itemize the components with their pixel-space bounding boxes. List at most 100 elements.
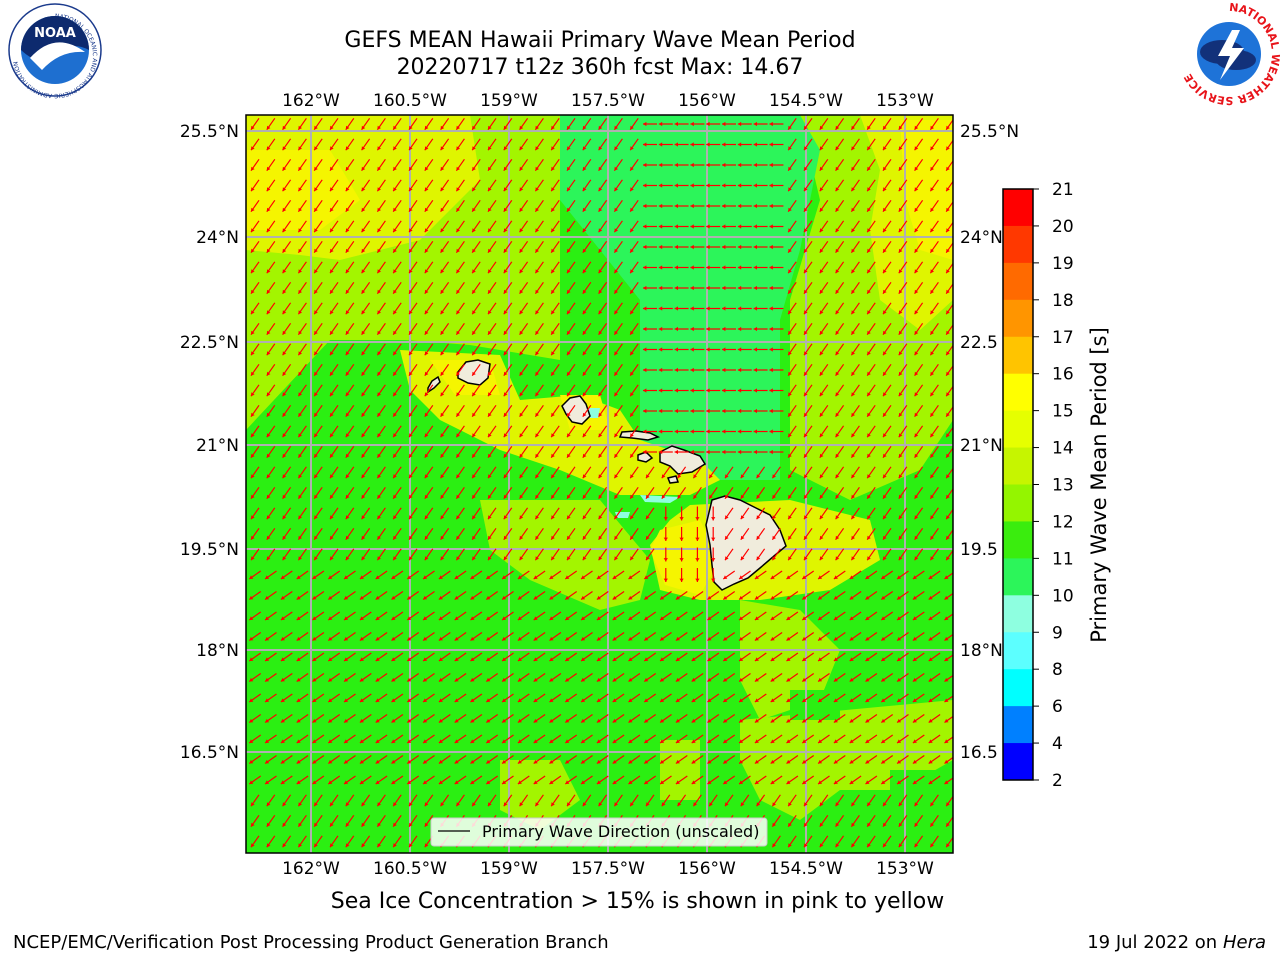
direction-arrow-head bbox=[565, 780, 570, 784]
direction-arrow-head bbox=[312, 657, 317, 661]
direction-arrow-head bbox=[928, 718, 933, 723]
wave-period-field bbox=[246, 115, 953, 853]
direction-arrow-head bbox=[249, 595, 254, 600]
direction-arrow-head bbox=[424, 433, 429, 438]
direction-arrow-head bbox=[377, 146, 381, 151]
direction-arrow-head bbox=[249, 616, 254, 620]
direction-arrow-head bbox=[581, 636, 586, 641]
direction-arrow-head bbox=[930, 125, 934, 130]
direction-arrow-head bbox=[345, 515, 350, 520]
direction-arrow-head bbox=[930, 474, 934, 479]
direction-arrow-head bbox=[551, 535, 555, 540]
direction-arrow-head bbox=[695, 537, 700, 541]
direction-arrow-head bbox=[739, 739, 744, 743]
direction-arrow-head bbox=[454, 677, 459, 682]
direction-arrow-head bbox=[739, 636, 744, 641]
direction-arrow-head bbox=[377, 535, 381, 540]
direction-arrow-head bbox=[470, 616, 475, 620]
direction-arrow-head bbox=[296, 636, 301, 641]
direction-arrow-head bbox=[851, 330, 855, 335]
direction-arrow-head bbox=[345, 289, 350, 294]
direction-arrow-head bbox=[835, 822, 840, 827]
direction-arrow-head bbox=[772, 535, 776, 540]
direction-arrow-head bbox=[470, 698, 475, 702]
direction-arrow-head bbox=[914, 515, 919, 520]
direction-arrow-head bbox=[251, 822, 255, 827]
direction-arrow-head bbox=[835, 146, 840, 151]
direction-arrow-head bbox=[440, 412, 445, 417]
direction-arrow-head bbox=[409, 494, 413, 499]
direction-arrow-head bbox=[788, 310, 792, 315]
direction-arrow-head bbox=[881, 595, 886, 600]
direction-arrow-head bbox=[345, 556, 350, 561]
direction-arrow-head bbox=[282, 269, 287, 274]
direction-arrow-head bbox=[456, 412, 460, 417]
direction-arrow-head bbox=[472, 802, 476, 807]
direction-arrow-head bbox=[897, 616, 902, 620]
direction-arrow-head bbox=[709, 474, 713, 479]
direction-arrow-head bbox=[833, 595, 838, 600]
direction-arrow-head bbox=[266, 433, 271, 438]
direction-arrow-head bbox=[674, 183, 678, 188]
direction-arrow-head bbox=[897, 780, 902, 784]
direction-arrow-head bbox=[912, 698, 917, 702]
direction-arrow-head bbox=[722, 367, 726, 373]
direction-arrow-head bbox=[314, 269, 318, 274]
direction-arrow-head bbox=[535, 556, 539, 561]
direction-arrow-head bbox=[251, 187, 255, 192]
direction-arrow-head bbox=[725, 515, 729, 520]
direction-arrow-head bbox=[737, 224, 742, 229]
direction-arrow-head bbox=[488, 269, 492, 274]
lat-tick-label-right: 25.5°N bbox=[960, 122, 1019, 142]
direction-arrow-head bbox=[424, 371, 429, 376]
direction-arrow-head bbox=[769, 203, 773, 209]
direction-arrow-head bbox=[265, 718, 270, 723]
direction-arrow-head bbox=[675, 595, 680, 600]
direction-arrow-head bbox=[472, 125, 476, 130]
direction-arrow-head bbox=[535, 433, 539, 438]
direction-arrow-head bbox=[630, 330, 634, 335]
direction-arrow-head bbox=[314, 248, 318, 253]
direction-arrow-head bbox=[565, 595, 570, 600]
direction-arrow-head bbox=[897, 575, 902, 579]
direction-arrow-head bbox=[867, 125, 871, 130]
direction-arrow-head bbox=[393, 474, 397, 479]
direction-arrow-head bbox=[788, 146, 792, 151]
lon-tick-label: 157.5°W bbox=[571, 91, 645, 111]
direction-arrow-head bbox=[423, 759, 428, 764]
direction-arrow-head bbox=[867, 310, 871, 315]
direction-arrow-head bbox=[549, 616, 554, 620]
direction-arrow-head bbox=[677, 494, 682, 499]
direction-arrow-head bbox=[598, 494, 603, 499]
direction-arrow-head bbox=[456, 207, 460, 212]
direction-arrow-head bbox=[298, 166, 302, 171]
direction-arrow-head bbox=[802, 739, 807, 743]
direction-arrow-head bbox=[898, 269, 903, 274]
direction-arrow-head bbox=[472, 412, 476, 417]
direction-arrow-head bbox=[804, 433, 808, 438]
direction-arrow-head bbox=[314, 535, 318, 540]
direction-arrow-head bbox=[914, 166, 919, 171]
direction-arrow-head bbox=[423, 657, 428, 661]
direction-arrow-head bbox=[867, 535, 871, 540]
direction-arrow-head bbox=[614, 166, 618, 171]
direction-arrow-head bbox=[391, 739, 396, 743]
colorbar-tick-label: 11 bbox=[1052, 549, 1074, 569]
direction-arrow-head bbox=[251, 125, 255, 130]
direction-arrow-head bbox=[756, 802, 761, 807]
direction-arrow-head bbox=[456, 248, 460, 253]
direction-arrow-head bbox=[375, 677, 380, 682]
direction-arrow-head bbox=[675, 657, 680, 661]
direction-arrow-head bbox=[737, 203, 742, 209]
direction-arrow-head bbox=[693, 494, 697, 499]
map-frame bbox=[245, 114, 954, 854]
direction-arrow-head bbox=[930, 494, 934, 499]
direction-arrow-head bbox=[835, 351, 840, 356]
direction-arrow-head bbox=[345, 187, 350, 192]
direction-arrow-head bbox=[644, 718, 649, 723]
direction-arrow-head bbox=[898, 535, 903, 540]
direction-arrow-head bbox=[533, 698, 538, 702]
direction-arrow-head bbox=[788, 843, 792, 848]
direction-arrow-head bbox=[345, 330, 350, 335]
direction-arrow-head bbox=[266, 125, 271, 130]
